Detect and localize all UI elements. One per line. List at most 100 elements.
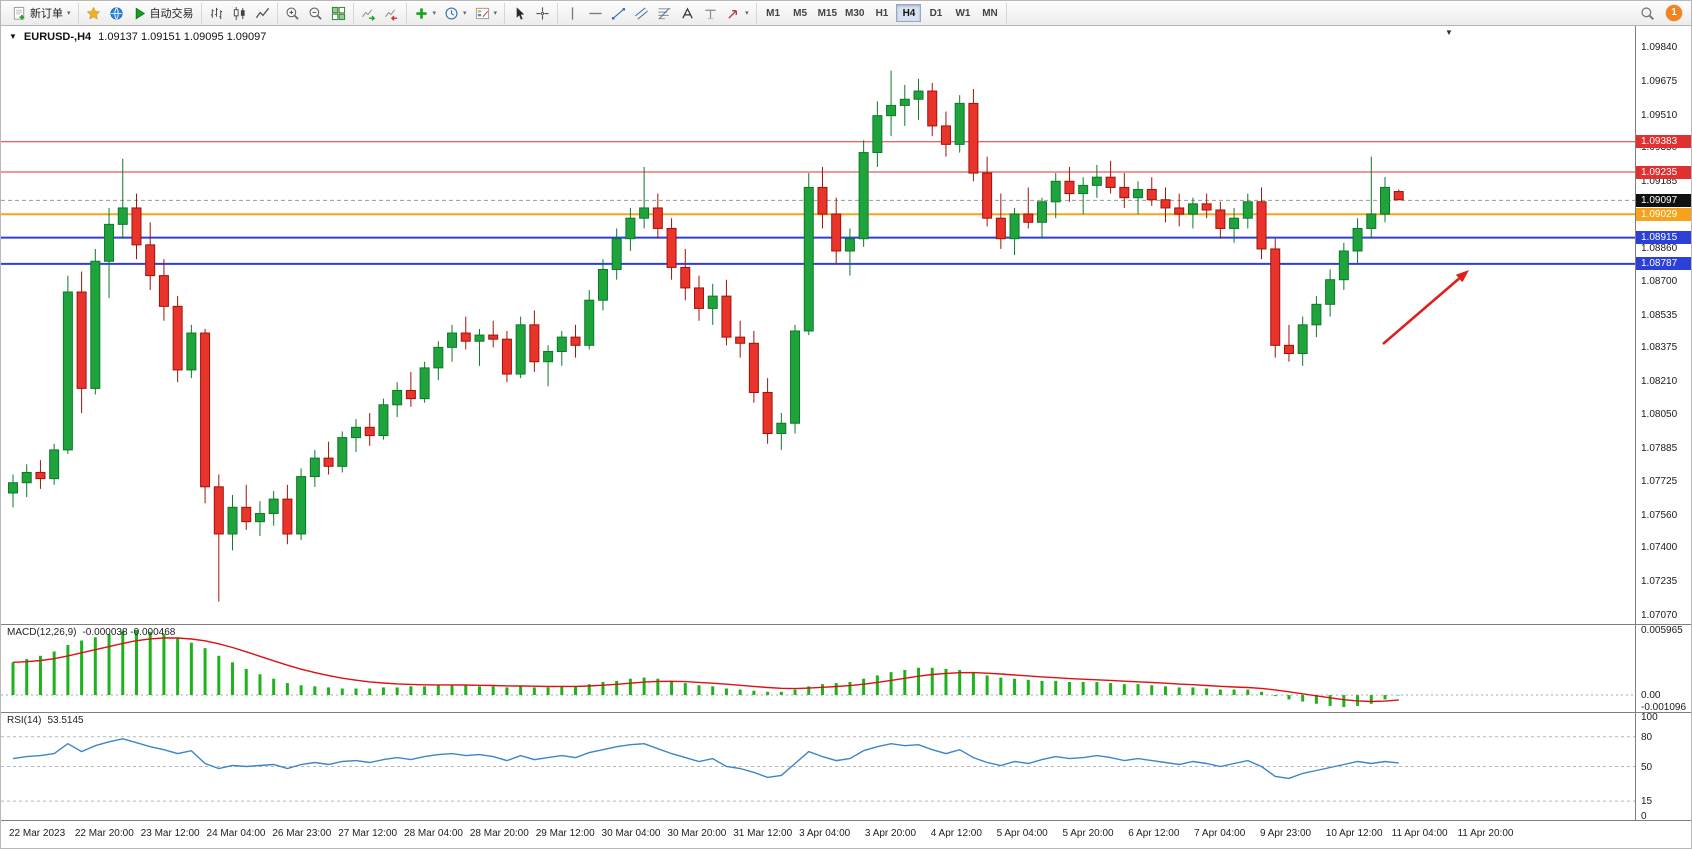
zoom-out-icon [309, 7, 322, 20]
zoom-out-button[interactable] [304, 3, 327, 23]
toolbar-right: 1 [1636, 3, 1687, 23]
timeframe-button-w1[interactable]: W1 [950, 4, 975, 22]
chevron-down-icon: ▾ [493, 9, 498, 17]
label-tool-button[interactable] [699, 3, 722, 23]
price-axis-label: 1.09510 [1641, 109, 1678, 121]
search-icon [1641, 6, 1654, 20]
time-axis-label: 11 Apr 20:00 [1457, 828, 1514, 839]
new-order-icon [13, 6, 25, 20]
fibo-icon [658, 7, 671, 19]
text-tool-button[interactable] [676, 3, 699, 23]
timeframe-button-m15[interactable]: M15 [815, 4, 840, 22]
indicators-menu-button[interactable]: ▾ [410, 3, 441, 23]
arrow-annotation[interactable] [1382, 270, 1469, 345]
macd-title: MACD(12,26,9) [7, 627, 77, 638]
notification-badge[interactable]: 1 [1666, 5, 1682, 21]
cursor-tool-button[interactable] [508, 3, 531, 23]
time-axis-label: 9 Apr 23:00 [1259, 828, 1312, 839]
timeframe-button-h4[interactable]: H4 [896, 4, 922, 22]
one-click-trading-icon[interactable]: ▼ [9, 32, 17, 41]
charts-wizard-button[interactable] [82, 3, 105, 23]
pane-separator[interactable] [1, 712, 1691, 713]
toolbar-group [278, 2, 354, 24]
time-axis-label: 22 Mar 20:00 [74, 828, 134, 839]
macd-signal-line [12, 637, 1399, 703]
macd-label: MACD(12,26,9) -0.000038 -0.000468 [7, 627, 175, 638]
price-axis[interactable]: 1.098401.096751.095101.093501.091851.090… [1635, 26, 1691, 822]
vertical-line-tool-button[interactable] [561, 3, 584, 23]
time-axis-label: 23 Mar 12:00 [140, 828, 200, 839]
main-chart-canvas[interactable] [1, 26, 1635, 624]
price-tag-1.09097: 1.09097 [1636, 193, 1691, 207]
globe-icon [109, 6, 123, 20]
mql5-community-button[interactable] [105, 3, 128, 23]
chart-shift-marker[interactable]: ▼ [1445, 28, 1453, 37]
chevron-down-icon: ▾ [463, 9, 467, 17]
macd-axis-label: 0.005965 [1641, 625, 1683, 636]
price-axis-label: 1.08375 [1641, 342, 1678, 354]
bar-chart-mode-button[interactable] [205, 3, 228, 23]
timeframe-button-h1[interactable]: H1 [869, 4, 894, 22]
price-axis-label: 1.08535 [1641, 309, 1678, 321]
timeframe-button-m30[interactable]: M30 [842, 4, 867, 22]
chevron-down-icon: ▾ [745, 9, 749, 17]
macd-canvas[interactable] [1, 625, 1635, 712]
rsi-line [12, 738, 1399, 780]
time-axis-label: 11 Apr 04:00 [1391, 828, 1448, 839]
chart-shift-button[interactable] [380, 3, 403, 23]
pane-separator[interactable] [1, 820, 1691, 821]
auto-scroll-button[interactable] [357, 3, 380, 23]
time-axis-label: 3 Apr 20:00 [864, 828, 917, 839]
zoom-in-button[interactable] [281, 3, 304, 23]
macd-histogram [11, 630, 1401, 708]
arrows-tool-button[interactable]: ▾ [722, 3, 753, 23]
symbol-period-label: EURUSD-,H4 [23, 31, 92, 43]
chevron-down-icon: ▾ [67, 9, 71, 17]
templates-menu-button[interactable]: ▾ [471, 3, 502, 23]
price-tag-1.08915: 1.08915 [1636, 231, 1691, 245]
timeframe-button-m1[interactable]: M1 [761, 4, 786, 22]
template-icon [475, 7, 489, 19]
channel-tool-button[interactable] [630, 3, 653, 23]
search-button[interactable] [1636, 3, 1659, 23]
toolbar-group: ▾ ▾ ▾ [407, 2, 506, 24]
ohlc-values: 1.09137 1.09151 1.09095 1.09097 [98, 31, 267, 43]
time-axis[interactable]: 22 Mar 2023 22 Mar 20:00 23 Mar 12:00 24 Ma… [1, 821, 1691, 848]
tile-windows-button[interactable] [327, 3, 350, 23]
toolbar-group: 新订单 ▾ [5, 2, 79, 24]
timeframe-button-d1[interactable]: D1 [923, 4, 948, 22]
price-axis-label: 1.08700 [1641, 275, 1678, 287]
price-axis-label: 1.07725 [1641, 475, 1678, 487]
tile-icon [331, 6, 345, 20]
horizontal-line-tool-button[interactable] [584, 3, 607, 23]
candlestick-mode-button[interactable] [228, 3, 251, 23]
price-axis-label: 1.09675 [1641, 75, 1678, 87]
price-tag-1.09029: 1.09029 [1636, 207, 1691, 221]
cursor-icon [516, 6, 525, 20]
new-order-label: 新订单 [30, 8, 63, 20]
line-chart-mode-button[interactable] [251, 3, 274, 23]
price-axis-label: 1.09840 [1641, 42, 1678, 53]
macd-axis-label: -0.001096 [1641, 702, 1687, 713]
new-order-button[interactable]: 新订单 ▾ [8, 3, 75, 23]
chart-title: ▼ EURUSD-,H4 1.09137 1.09151 1.09095 1.0… [9, 31, 266, 43]
timeframe-button-m5[interactable]: M5 [788, 4, 813, 22]
periods-menu-button[interactable]: ▾ [440, 3, 471, 23]
toolbar-group: ▾ [558, 2, 757, 24]
rsi-canvas[interactable] [1, 713, 1635, 820]
price-axis-label: 1.07235 [1641, 576, 1678, 588]
time-axis-label: 24 Mar 04:00 [206, 828, 266, 839]
wizard-icon [86, 6, 100, 19]
channel-icon [635, 6, 648, 20]
candles-layer [8, 70, 1404, 602]
chart-window[interactable]: 1.098401.096751.095101.093501.091851.090… [1, 26, 1691, 848]
toolbar: 新订单 ▾ 自动交易 ▾ ▾ ▾ ▾ M1 M5 M15 M30 H1 H4 D1 W1 MN 1 [1, 1, 1691, 26]
timeframe-button-mn[interactable]: MN [977, 4, 1002, 22]
crosshair-tool-button[interactable] [531, 3, 554, 23]
pane-separator[interactable] [1, 624, 1691, 625]
rsi-label: RSI(14) 53.5145 [7, 715, 84, 726]
fibonacci-tool-button[interactable] [653, 3, 676, 23]
trendline-tool-button[interactable] [607, 3, 630, 23]
hline-icon [589, 12, 602, 14]
autotrading-button[interactable]: 自动交易 [128, 3, 198, 23]
